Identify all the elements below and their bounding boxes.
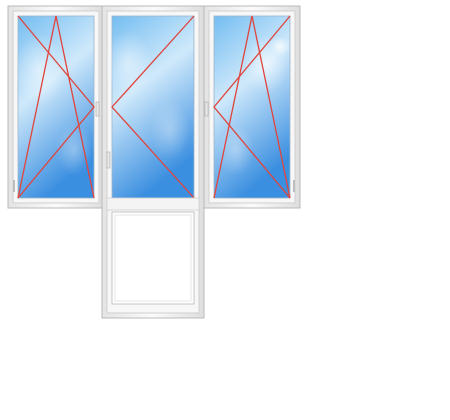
- left-window-handle: [95, 101, 100, 117]
- door-handle: [106, 151, 111, 169]
- left-window-tilt-lines: [17, 15, 95, 199]
- right-window-turn-lines: [213, 15, 291, 199]
- door-panel-bevel: [114, 214, 192, 302]
- balcony-door: [101, 5, 205, 319]
- right-window-tilt-lines: [213, 15, 291, 199]
- left-window-hinge: [13, 180, 15, 192]
- door-panel: [111, 211, 195, 305]
- door-transom: [106, 197, 200, 211]
- door-turn-lines: [111, 15, 195, 199]
- left-window-turn-lines: [17, 15, 95, 199]
- right-window: [203, 5, 301, 209]
- left-window: [7, 5, 105, 209]
- right-window-hinge: [293, 180, 295, 192]
- right-window-handle: [204, 101, 209, 117]
